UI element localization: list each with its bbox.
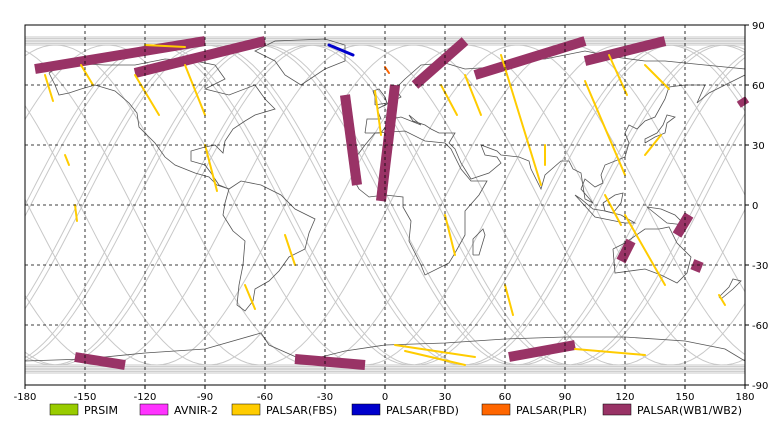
x-tick-label: 90 [559,392,572,403]
axis-ticks: -180 -150 -120 -90 -60 -30 0 30 60 90 120 150 180 90 6… [14,21,769,403]
fbs-segment [44,74,54,102]
fbs-segment [80,64,94,86]
fbs-segment [284,234,296,266]
north-america-outline [48,58,276,190]
legend-label: PALSAR(PLR) [516,404,587,417]
fbs-segment [624,214,666,286]
x-tick-label: -90 [197,392,213,403]
australia-outline [612,226,692,284]
fbs-segment [204,144,218,192]
legend-swatch [231,403,261,416]
borneo-outline [602,192,624,214]
legend-label: PALSAR(WB1/WB2) [637,404,742,417]
fbs-segment [644,64,670,90]
legend-label: AVNIR-2 [174,404,218,417]
fbs-segment [394,344,476,358]
wb-swath [736,96,750,108]
fbs-segment [718,294,726,306]
x-tick-label: -180 [14,392,37,403]
fbs-segment [74,204,78,222]
wb-swath [340,94,362,186]
fbd-segment [327,43,355,57]
orbit-track [24,44,746,366]
fbs-segment [184,64,206,116]
plr-segment [384,66,390,74]
fbs-segment [134,74,160,116]
x-tick-label: -30 [317,392,333,403]
y-tick-label: -30 [752,261,768,272]
wb-swath [294,354,366,370]
fbs-segment [584,80,626,176]
south-america-outline [222,180,316,312]
madagascar-outline [472,228,486,256]
y-tick-label: 90 [752,21,765,32]
x-tick-label: -150 [74,392,97,403]
fbs-segment [444,214,456,256]
fbs-segment [440,84,458,116]
x-tick-label: 150 [675,392,694,403]
legend-swatch [49,403,79,416]
x-tick-label: 120 [615,392,634,403]
wb-swath [133,36,267,78]
fbs-segment [574,348,646,356]
fbs-segment [64,154,70,166]
wb-swath [690,259,704,273]
legend-label: PRSIM [84,404,118,417]
continent-outlines [24,38,746,362]
legend-swatch [351,403,381,416]
coverage-swaths [34,36,750,370]
fbs-segment [404,350,466,366]
graticule-grid [25,25,745,385]
legend: PRSIM AVNIR-2 PALSAR(FBS) PALSAR(FBD) PALSAR… [49,403,742,417]
x-tick-label: 60 [499,392,512,403]
wb-swath [411,37,469,89]
wb-swath [672,212,694,238]
x-tick-label: 30 [439,392,452,403]
y-tick-label: -90 [752,381,768,392]
fbs-segment [608,54,628,96]
legend-swatch [602,403,632,416]
fbs-segment [374,90,382,136]
wb-swath [74,352,126,370]
wb-swath [376,84,400,202]
fbs-segment [500,54,542,186]
fbs-segment [604,194,622,226]
legend-swatch [481,403,511,416]
wb-swath [616,238,636,264]
fbs-segment [464,74,482,116]
y-tick-label: 60 [752,81,765,92]
fbs-segment [644,134,662,156]
fbs-segment [244,284,256,310]
fbs-segment [144,44,186,48]
x-tick-label: 0 [382,392,388,403]
antarctica-outline [24,332,746,362]
africa-outline [350,130,488,276]
legend-label: PALSAR(FBS) [266,404,337,417]
x-tick-label: -60 [257,392,273,403]
wb-swath [508,340,576,362]
fbs-segment [504,284,514,316]
x-tick-label: 180 [735,392,754,403]
new-zealand-outline [718,278,742,300]
x-tick-label: -120 [134,392,157,403]
legend-label: PALSAR(FBD) [386,404,459,417]
y-tick-label: 30 [752,141,765,152]
wb-swath [473,36,587,80]
y-tick-label: -60 [752,321,768,332]
legend-swatch [139,403,169,416]
y-tick-label: 0 [752,201,758,212]
